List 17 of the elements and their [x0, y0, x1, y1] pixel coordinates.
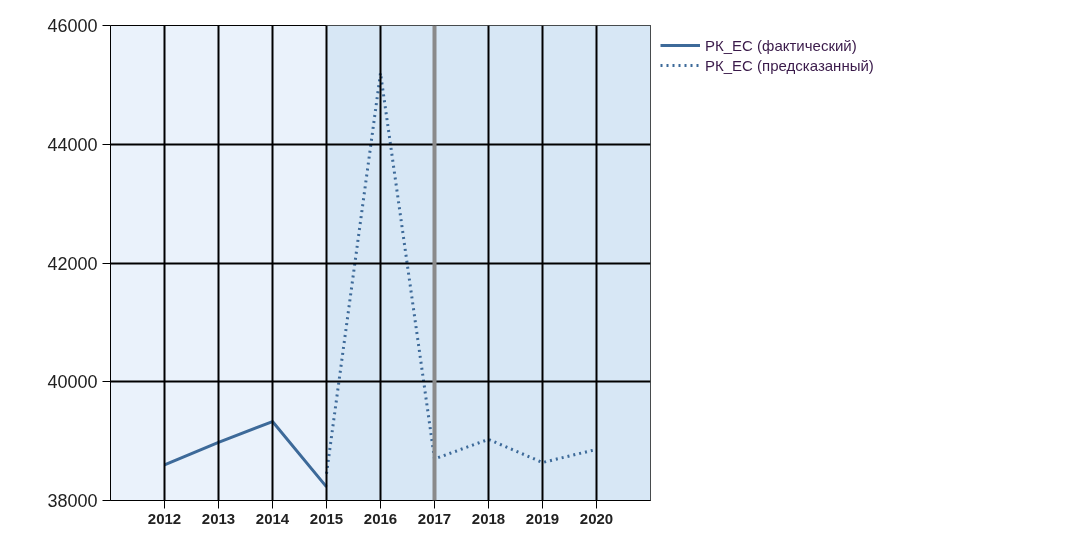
legend-label: РК_ЕС (фактический): [705, 36, 857, 54]
y-tick-label: 46000: [47, 16, 98, 36]
x-tick-label: 2016: [363, 509, 398, 527]
x-tick-label: 2017: [417, 509, 452, 527]
line-series: [163, 420, 328, 489]
x-tick-label: 2019: [525, 509, 560, 527]
x-tick-label: 2012: [147, 509, 182, 527]
y-tick-label: 40000: [47, 372, 98, 393]
x-tick-label: 2018: [471, 509, 506, 527]
x-tick-label: 2014: [255, 509, 290, 527]
y-tick-label: 42000: [47, 253, 98, 274]
x-tick-label: 2015: [309, 509, 344, 527]
y-tick-label: 38000: [47, 491, 98, 511]
x-tick-label: 2020: [579, 509, 614, 527]
legend-label: РК_ЕС (предсказанный): [705, 56, 874, 74]
y-tick-label: 44000: [47, 134, 98, 155]
x-tick-label: 2013: [201, 509, 236, 527]
